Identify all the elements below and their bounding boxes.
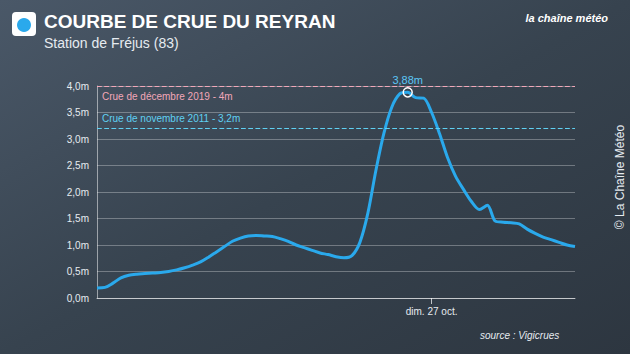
svg-text:0,0m: 0,0m (67, 293, 89, 304)
svg-text:4,0m: 4,0m (67, 81, 89, 92)
svg-text:1,0m: 1,0m (67, 240, 89, 251)
svg-text:Station de Fréjus (83): Station de Fréjus (83) (44, 35, 179, 51)
svg-text:COURBE DE CRUE DU REYRAN: COURBE DE CRUE DU REYRAN (44, 11, 335, 32)
svg-text:2,5m: 2,5m (67, 160, 89, 171)
svg-text:dim. 27 oct.: dim. 27 oct. (406, 306, 458, 317)
svg-text:Crue de décembre 2019 - 4m: Crue de décembre 2019 - 4m (102, 91, 233, 102)
svg-text:1,5m: 1,5m (67, 213, 89, 224)
svg-text:0,5m: 0,5m (67, 266, 89, 277)
svg-text:3,88m: 3,88m (392, 74, 423, 86)
svg-text:Crue de novembre 2011 - 3,2m: Crue de novembre 2011 - 3,2m (102, 113, 240, 124)
svg-text:3,5m: 3,5m (67, 107, 89, 118)
svg-text:2,0m: 2,0m (67, 187, 89, 198)
svg-text:© La Chaîne Météo: © La Chaîne Météo (613, 125, 627, 230)
svg-text:3,0m: 3,0m (67, 134, 89, 145)
svg-text:source : Vigicrues: source : Vigicrues (480, 330, 559, 341)
svg-text:la chaîne météo: la chaîne météo (525, 12, 608, 24)
